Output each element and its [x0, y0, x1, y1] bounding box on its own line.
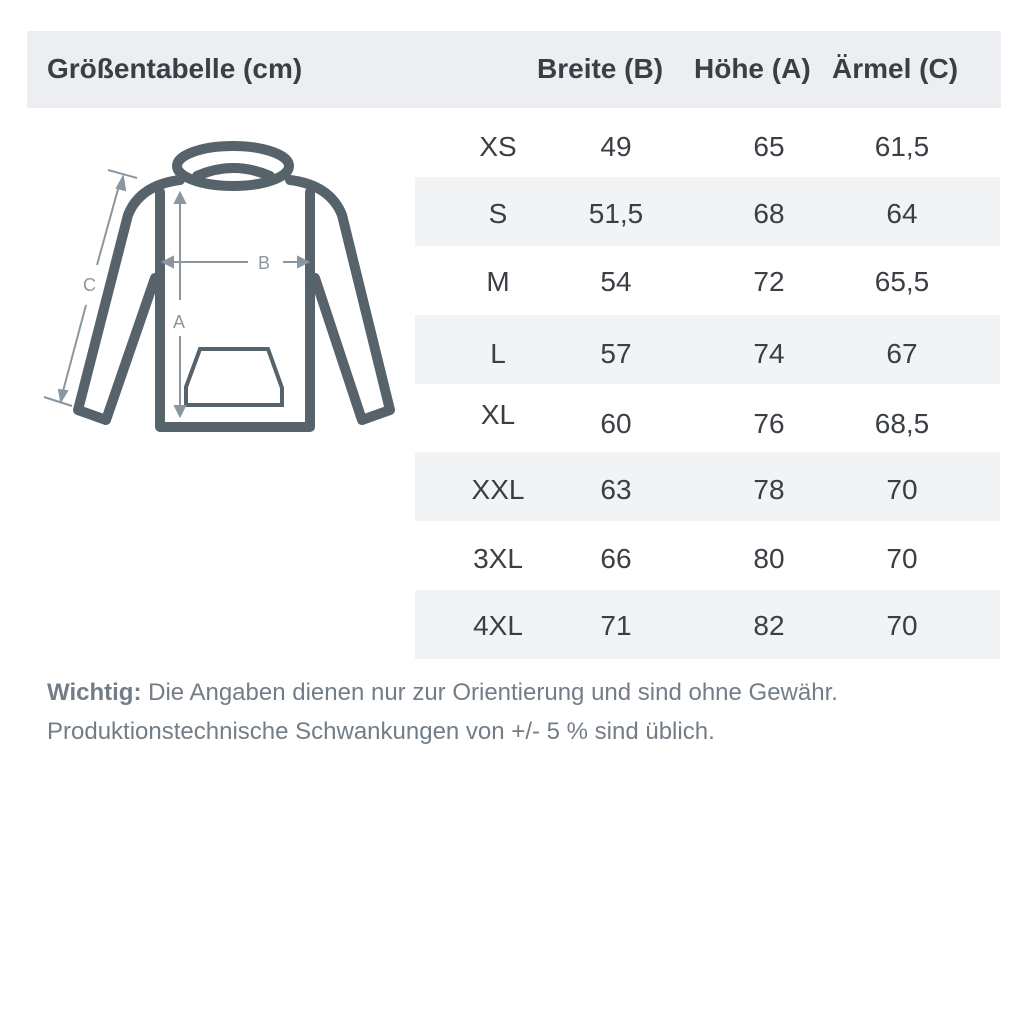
column-header-width: Breite (B)	[537, 53, 664, 84]
cell-sleeve: 61,5	[874, 131, 930, 162]
label-b: B	[258, 253, 270, 273]
page-title: Größentabelle (cm)	[47, 53, 303, 84]
cell-size: 4XL	[473, 610, 523, 641]
cell-height: 78	[753, 474, 785, 505]
cell-size: S	[488, 198, 508, 229]
table-row	[415, 452, 1000, 521]
cell-width: 60	[600, 408, 632, 439]
hoodie-diagram: A B C	[43, 141, 395, 432]
column-header-sleeve: Ärmel (C)	[832, 53, 959, 84]
cell-width: 66	[600, 543, 632, 574]
note-line-2: Produktionstechnische Schwankungen von +…	[47, 718, 715, 745]
cell-sleeve: 70	[886, 543, 918, 574]
cell-width: 49	[600, 131, 632, 162]
cell-size: XXL	[471, 474, 525, 505]
cell-size: 3XL	[473, 543, 523, 574]
label-a: A	[173, 312, 185, 332]
cell-size: L	[490, 338, 506, 369]
cell-sleeve: 64	[886, 198, 918, 229]
cell-width: 54	[600, 266, 632, 297]
cell-height: 68	[753, 198, 785, 229]
table-header	[27, 31, 1001, 108]
cell-height: 80	[753, 543, 785, 574]
cell-sleeve: 67	[886, 338, 918, 369]
cell-sleeve: 70	[886, 610, 918, 641]
cell-height: 72	[753, 266, 785, 297]
label-c: C	[83, 275, 96, 295]
pocket	[184, 347, 284, 407]
note-text-1: Die Angaben dienen nur zur Orientierung …	[148, 679, 838, 706]
cell-height: 76	[753, 408, 785, 439]
cell-width: 51,5	[588, 198, 644, 229]
cell-height: 74	[753, 338, 785, 369]
cell-sleeve: 68,5	[874, 408, 930, 439]
cell-height: 82	[753, 610, 785, 641]
cell-height: 65	[753, 131, 785, 162]
cell-width: 71	[600, 610, 632, 641]
table-row	[415, 177, 1000, 246]
cell-size: M	[486, 266, 510, 297]
cell-sleeve: 70	[886, 474, 918, 505]
column-header-height: Höhe (A)	[694, 53, 811, 84]
cell-size: XS	[479, 131, 517, 162]
measure-lines	[43, 169, 311, 419]
note-line-1: Wichtig: Die Angaben dienen nur zur Orie…	[47, 679, 838, 707]
hoodie-outline	[73, 141, 395, 432]
cell-width: 63	[600, 474, 632, 505]
table-row	[415, 590, 1000, 659]
cell-width: 57	[600, 338, 632, 369]
note-bold: Wichtig:	[47, 679, 142, 706]
cell-size: XL	[480, 399, 516, 430]
table-row	[415, 315, 1000, 384]
cell-sleeve: 65,5	[874, 266, 930, 297]
